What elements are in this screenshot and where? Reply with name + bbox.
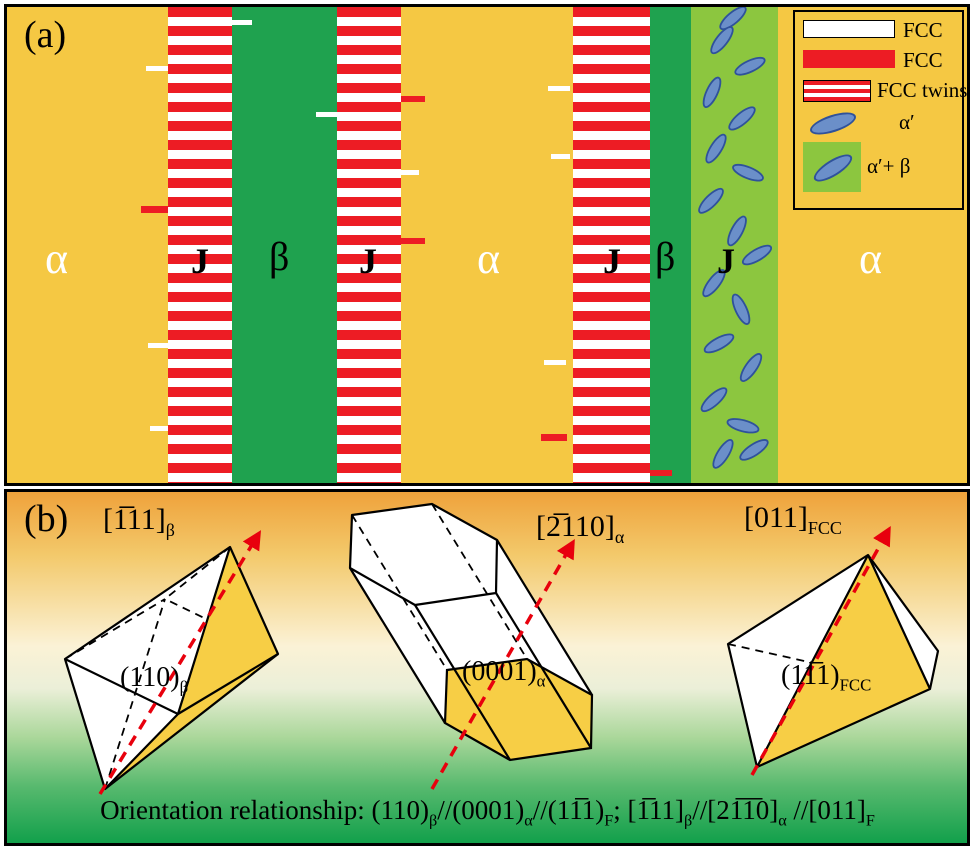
striped-bar-swatch <box>803 80 871 102</box>
stripe-tick <box>541 434 567 441</box>
stripe-tick <box>401 170 419 175</box>
beta-direction-arrow <box>98 530 262 795</box>
legend-label: FCC twins <box>877 78 968 102</box>
stripe-tick <box>544 360 566 365</box>
legend-item-alpha-prime-beta: α′+ β <box>803 142 958 200</box>
stripe-tick <box>548 86 570 91</box>
fcc-twin-band-1 <box>168 7 232 483</box>
red-bar-swatch <box>803 50 895 68</box>
region-label-j2: J <box>359 241 377 281</box>
region-label-j3: J <box>603 241 621 281</box>
fcc-direction-label: [011]FCC <box>744 501 842 538</box>
region-label-beta1: β <box>269 234 290 279</box>
fcc-plane-label: (11̅1)FCC <box>781 660 872 695</box>
bcc-beta-cell <box>63 530 280 795</box>
alpha-prime-beta-band <box>691 7 778 483</box>
region-label-beta2: β <box>655 234 676 279</box>
fcc-cell <box>726 525 940 776</box>
stripe-tick <box>232 20 252 25</box>
green-box-swatch <box>803 142 861 192</box>
fcc-twin-band-2 <box>337 7 401 483</box>
region-label-alpha-right: α <box>859 234 883 283</box>
legend-label: FCC <box>903 18 943 42</box>
crystal-drawings <box>63 502 940 795</box>
orientation-relationship-text: Orientation relationship: (110)β//(0001)… <box>100 795 875 830</box>
stripe-tick <box>401 238 425 244</box>
legend-label: α′+ β <box>867 154 911 178</box>
region-label-j1: J <box>191 241 209 281</box>
beta-plane-label: (110)β <box>120 662 189 697</box>
legend-item-fcc-red: FCC <box>803 48 958 78</box>
alpha-prime-laths <box>698 7 773 469</box>
alpha-direction-arrow <box>430 538 575 790</box>
stripe-tick <box>316 112 337 117</box>
fcc-twin-band-3 <box>573 7 650 483</box>
panel-a-microstructure: α J β J α J β J α FCC FCC FCC twins α′ <box>4 4 970 486</box>
panel-b-tag: (b) <box>24 498 69 540</box>
hcp-alpha-cell <box>348 502 594 790</box>
legend: FCC FCC FCC twins α′ α′+ β <box>793 10 967 210</box>
beta-direction-label: [1̅11]β <box>103 503 175 540</box>
blue-ellipse-swatch <box>807 107 859 140</box>
fcc-direction-arrow <box>750 525 891 776</box>
region-label-alpha-mid: α <box>477 234 501 283</box>
legend-label: FCC <box>903 48 943 72</box>
legend-item-alpha-prime: α′ <box>803 107 958 140</box>
region-label-alpha-left: α <box>45 234 69 283</box>
stripe-tick <box>401 96 425 102</box>
legend-item-fcc-twins: FCC twins <box>803 78 967 108</box>
legend-item-fcc-white: FCC <box>803 18 958 48</box>
panel-a-tag: (a) <box>24 14 67 56</box>
region-label-j4: J <box>717 241 735 281</box>
legend-label: α′ <box>899 110 915 134</box>
white-bar-swatch <box>803 20 895 38</box>
blue-ellipse-swatch <box>810 149 856 187</box>
beta-band-1 <box>232 7 337 483</box>
stripe-tick <box>146 66 168 71</box>
stripe-tick <box>551 154 570 159</box>
stripe-tick <box>650 470 672 476</box>
alpha-plane-label: (0001)α <box>462 656 546 691</box>
stripe-tick <box>150 426 168 431</box>
panel-b-orientation <box>4 489 970 846</box>
stripe-tick <box>148 343 168 348</box>
stripe-tick <box>141 206 168 213</box>
beta-band-2 <box>650 7 691 483</box>
alpha-direction-label: [2̅110]α <box>536 510 625 547</box>
